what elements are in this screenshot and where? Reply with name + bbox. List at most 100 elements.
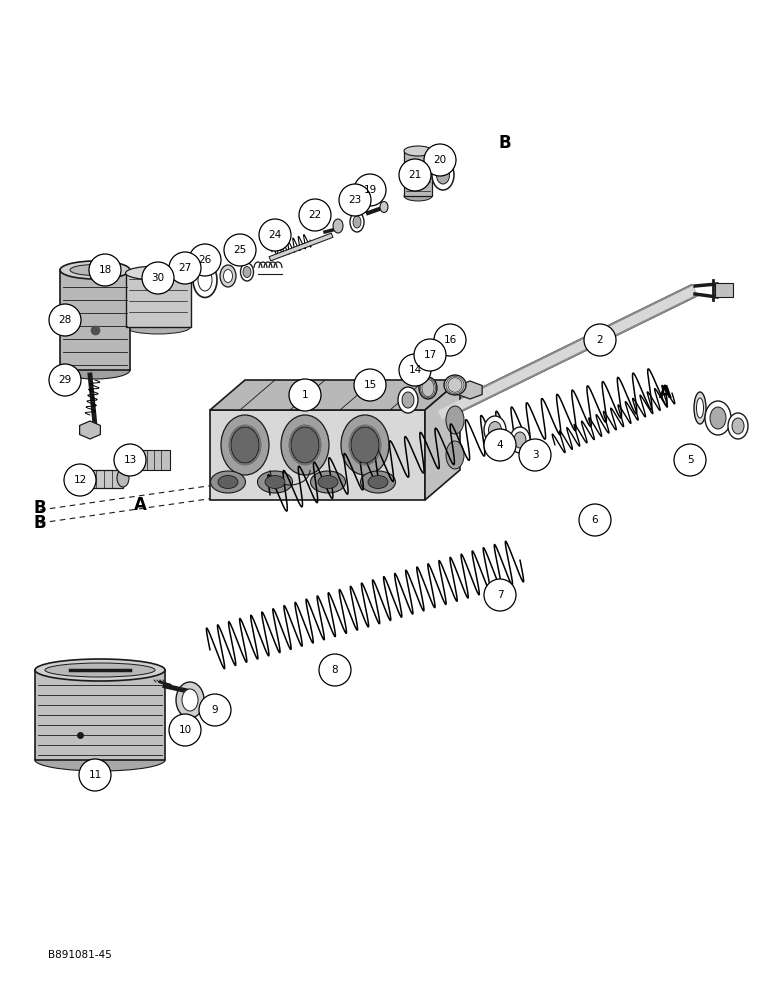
Ellipse shape — [258, 471, 293, 493]
Ellipse shape — [69, 469, 81, 487]
Bar — [404, 151, 432, 196]
Text: 12: 12 — [73, 475, 86, 485]
Text: 17: 17 — [423, 350, 437, 360]
Ellipse shape — [310, 471, 346, 493]
Circle shape — [354, 174, 386, 206]
Ellipse shape — [514, 432, 526, 448]
Text: 27: 27 — [178, 263, 191, 273]
Circle shape — [399, 354, 431, 386]
Text: 1: 1 — [302, 390, 308, 400]
Ellipse shape — [176, 682, 204, 718]
Circle shape — [354, 369, 386, 401]
Ellipse shape — [45, 663, 155, 677]
Text: 11: 11 — [88, 770, 102, 780]
Ellipse shape — [35, 749, 165, 771]
Circle shape — [674, 444, 706, 476]
Ellipse shape — [198, 269, 212, 291]
Ellipse shape — [182, 689, 198, 711]
Text: 5: 5 — [686, 455, 693, 465]
Text: A: A — [659, 384, 672, 402]
Circle shape — [142, 262, 174, 294]
Ellipse shape — [224, 269, 232, 282]
Ellipse shape — [404, 146, 432, 156]
Ellipse shape — [444, 375, 466, 395]
Ellipse shape — [126, 320, 191, 334]
Circle shape — [49, 304, 81, 336]
Ellipse shape — [368, 476, 388, 488]
Text: B: B — [499, 134, 511, 152]
Ellipse shape — [694, 392, 706, 424]
Ellipse shape — [341, 415, 389, 475]
Circle shape — [519, 439, 551, 471]
Ellipse shape — [117, 469, 129, 487]
Text: 18: 18 — [98, 265, 112, 275]
Text: 3: 3 — [532, 450, 538, 460]
Text: 21: 21 — [408, 170, 422, 180]
Ellipse shape — [221, 415, 269, 475]
Text: A: A — [134, 496, 147, 514]
Ellipse shape — [218, 476, 238, 488]
Text: 20: 20 — [433, 155, 446, 165]
Ellipse shape — [193, 262, 217, 298]
Text: 8: 8 — [332, 665, 338, 675]
Ellipse shape — [126, 266, 191, 280]
Circle shape — [224, 234, 256, 266]
Circle shape — [584, 324, 616, 356]
Text: 13: 13 — [124, 455, 137, 465]
Bar — [715, 283, 733, 297]
Text: 22: 22 — [308, 210, 322, 220]
Polygon shape — [210, 380, 460, 410]
Ellipse shape — [70, 264, 120, 275]
Circle shape — [299, 199, 331, 231]
Ellipse shape — [398, 387, 418, 413]
Ellipse shape — [265, 476, 285, 488]
Ellipse shape — [211, 471, 245, 493]
Ellipse shape — [419, 377, 437, 399]
Text: B: B — [34, 514, 46, 532]
Circle shape — [169, 252, 201, 284]
Circle shape — [424, 144, 456, 176]
Circle shape — [319, 654, 351, 686]
Bar — [126, 272, 191, 327]
Circle shape — [484, 429, 516, 461]
Circle shape — [189, 244, 221, 276]
Ellipse shape — [710, 407, 726, 429]
Text: 25: 25 — [233, 245, 246, 255]
Ellipse shape — [446, 406, 464, 434]
Circle shape — [259, 219, 291, 251]
Circle shape — [89, 254, 121, 286]
Text: 28: 28 — [59, 315, 72, 325]
Text: B: B — [34, 499, 46, 517]
Polygon shape — [80, 421, 100, 439]
Bar — [135, 450, 170, 470]
Text: 9: 9 — [212, 705, 218, 715]
Ellipse shape — [220, 265, 236, 287]
Ellipse shape — [243, 266, 251, 277]
Circle shape — [579, 504, 611, 536]
Text: B891081-45: B891081-45 — [48, 950, 112, 960]
Ellipse shape — [380, 202, 388, 213]
Ellipse shape — [489, 422, 502, 438]
Ellipse shape — [732, 418, 744, 434]
Ellipse shape — [60, 261, 130, 279]
Circle shape — [434, 324, 466, 356]
Bar — [75, 470, 123, 488]
Ellipse shape — [231, 427, 259, 463]
Ellipse shape — [432, 160, 454, 190]
Ellipse shape — [446, 441, 464, 469]
Circle shape — [399, 159, 431, 191]
Text: 14: 14 — [408, 365, 422, 375]
Circle shape — [484, 579, 516, 611]
Ellipse shape — [60, 361, 130, 379]
Text: 4: 4 — [496, 440, 503, 450]
Text: 24: 24 — [269, 230, 282, 240]
Text: 2: 2 — [597, 335, 603, 345]
Ellipse shape — [510, 427, 530, 453]
Circle shape — [169, 714, 201, 746]
Ellipse shape — [333, 219, 343, 233]
Ellipse shape — [705, 401, 731, 435]
Polygon shape — [425, 380, 460, 500]
Circle shape — [199, 694, 231, 726]
Ellipse shape — [728, 413, 748, 439]
Ellipse shape — [402, 392, 414, 408]
